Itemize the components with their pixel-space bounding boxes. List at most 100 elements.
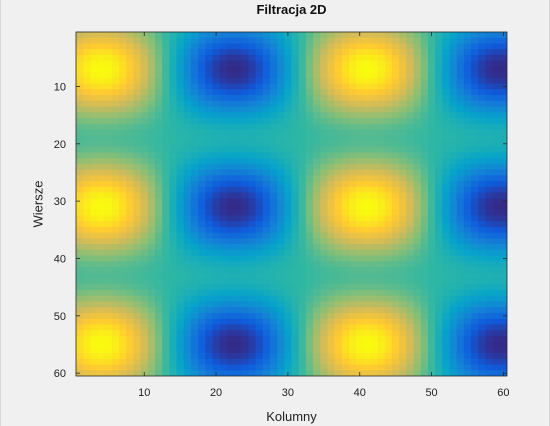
- heatmap-cell: [435, 290, 443, 297]
- heatmap-cell: [176, 66, 185, 73]
- heatmap-cell: [492, 204, 501, 211]
- heatmap-cell: [320, 341, 329, 348]
- heatmap-cell: [449, 238, 458, 245]
- heatmap-cell: [155, 37, 163, 45]
- heatmap-cell: [169, 146, 178, 153]
- heatmap-cell: [348, 335, 357, 343]
- heatmap-cell: [463, 232, 472, 239]
- heatmap-cell: [119, 272, 127, 280]
- heatmap-cell: [119, 169, 127, 176]
- heatmap-cell: [341, 238, 350, 245]
- heatmap-cell: [162, 186, 170, 194]
- heatmap-cell: [420, 140, 429, 148]
- heatmap-cell: [356, 209, 364, 217]
- heatmap-cell: [499, 181, 507, 188]
- heatmap-cell: [348, 77, 357, 85]
- heatmap-cell: [183, 278, 192, 285]
- heatmap-cell: [356, 152, 364, 159]
- heatmap-cell: [478, 66, 487, 73]
- heatmap-cell: [463, 341, 472, 348]
- heatmap-cell: [97, 244, 106, 251]
- heatmap-cell: [485, 215, 494, 222]
- heatmap-cell: [435, 261, 443, 268]
- heatmap-cell: [356, 330, 364, 337]
- heatmap-cell: [155, 353, 163, 360]
- heatmap-cell: [363, 232, 372, 239]
- heatmap-cell: [104, 238, 113, 245]
- heatmap-cell: [97, 100, 106, 108]
- heatmap-cell: [485, 290, 494, 297]
- heatmap-cell: [471, 43, 479, 50]
- heatmap-cell: [104, 290, 113, 297]
- heatmap-cell: [492, 341, 501, 348]
- heatmap-cell: [277, 267, 285, 274]
- heatmap-cell: [97, 307, 106, 314]
- heatmap-cell: [176, 249, 185, 257]
- heatmap-cell: [435, 330, 443, 337]
- heatmap-cell: [413, 175, 422, 182]
- heatmap-cell: [413, 60, 422, 67]
- heatmap-cell: [169, 307, 178, 314]
- heatmap-cell: [327, 301, 336, 308]
- heatmap-cell: [147, 272, 156, 280]
- heatmap-cell: [478, 209, 487, 217]
- heatmap-cell: [463, 204, 472, 211]
- heatmap-cell: [384, 106, 393, 113]
- heatmap-cell: [169, 215, 178, 222]
- heatmap-cell: [427, 204, 436, 211]
- heatmap-cell: [413, 66, 422, 73]
- heatmap-cell: [442, 244, 451, 251]
- heatmap-cell: [126, 135, 135, 142]
- heatmap-cell: [370, 215, 379, 222]
- heatmap-cell: [262, 312, 271, 320]
- heatmap-cell: [176, 307, 185, 314]
- heatmap-cell: [248, 158, 257, 165]
- heatmap-cell: [420, 341, 429, 348]
- heatmap-cell: [327, 181, 336, 188]
- heatmap-cell: [111, 204, 120, 211]
- heatmap-cell: [377, 272, 386, 280]
- heatmap-cell: [255, 89, 264, 96]
- heatmap-cell: [291, 95, 300, 102]
- heatmap-cell: [435, 301, 443, 308]
- heatmap-cell: [277, 192, 285, 199]
- heatmap-cell: [399, 112, 408, 119]
- heatmap-cell: [169, 49, 178, 56]
- heatmap-cell: [262, 112, 271, 119]
- heatmap-cell: [392, 261, 400, 268]
- heatmap-cell: [478, 221, 487, 228]
- heatmap-cell: [485, 335, 494, 343]
- heatmap-cell: [291, 358, 300, 366]
- heatmap-cell: [262, 347, 271, 354]
- heatmap-cell: [478, 146, 487, 153]
- heatmap-cell: [471, 32, 479, 39]
- heatmap-cell: [313, 261, 321, 268]
- heatmap-cell: [226, 112, 235, 119]
- heatmap-cell: [413, 106, 422, 113]
- heatmap-cell: [111, 169, 120, 176]
- heatmap-cell: [377, 232, 386, 239]
- heatmap-cell: [348, 330, 357, 337]
- heatmap-cell: [198, 244, 206, 251]
- heatmap-cell: [456, 135, 465, 142]
- heatmap-cell: [169, 364, 178, 371]
- heatmap-cell: [320, 272, 329, 280]
- heatmap-cell: [111, 60, 120, 67]
- heatmap-cell: [205, 261, 214, 268]
- heatmap-cell: [284, 43, 293, 50]
- heatmap-cell: [392, 364, 400, 371]
- heatmap-cell: [435, 358, 443, 366]
- heatmap-cell: [183, 204, 192, 211]
- heatmap-cell: [155, 192, 163, 199]
- heatmap-cell: [492, 295, 501, 303]
- heatmap-cell: [90, 192, 99, 199]
- heatmap-cell: [284, 255, 293, 262]
- heatmap-cell: [133, 238, 142, 245]
- heatmap-cell: [284, 158, 293, 165]
- heatmap-cell: [449, 192, 458, 199]
- heatmap-cell: [313, 221, 321, 228]
- heatmap-cell: [241, 226, 249, 234]
- heatmap-cell: [248, 330, 257, 337]
- heatmap-cell: [363, 284, 372, 291]
- heatmap-cell: [377, 312, 386, 320]
